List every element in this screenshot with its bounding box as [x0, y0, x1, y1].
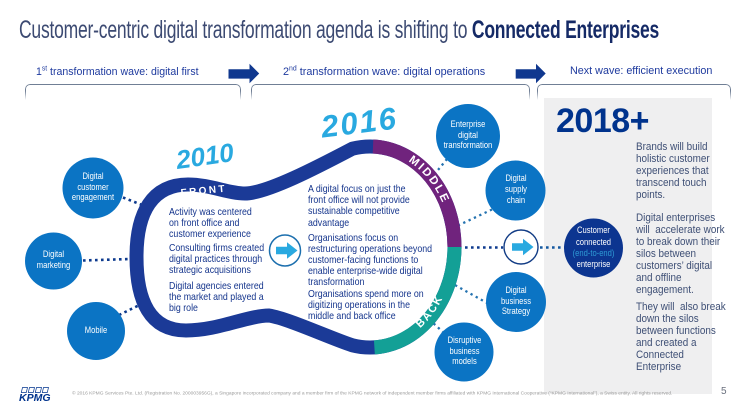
svg-text:FRONT: FRONT — [180, 184, 227, 199]
svg-text:KPMG: KPMG — [19, 392, 51, 404]
